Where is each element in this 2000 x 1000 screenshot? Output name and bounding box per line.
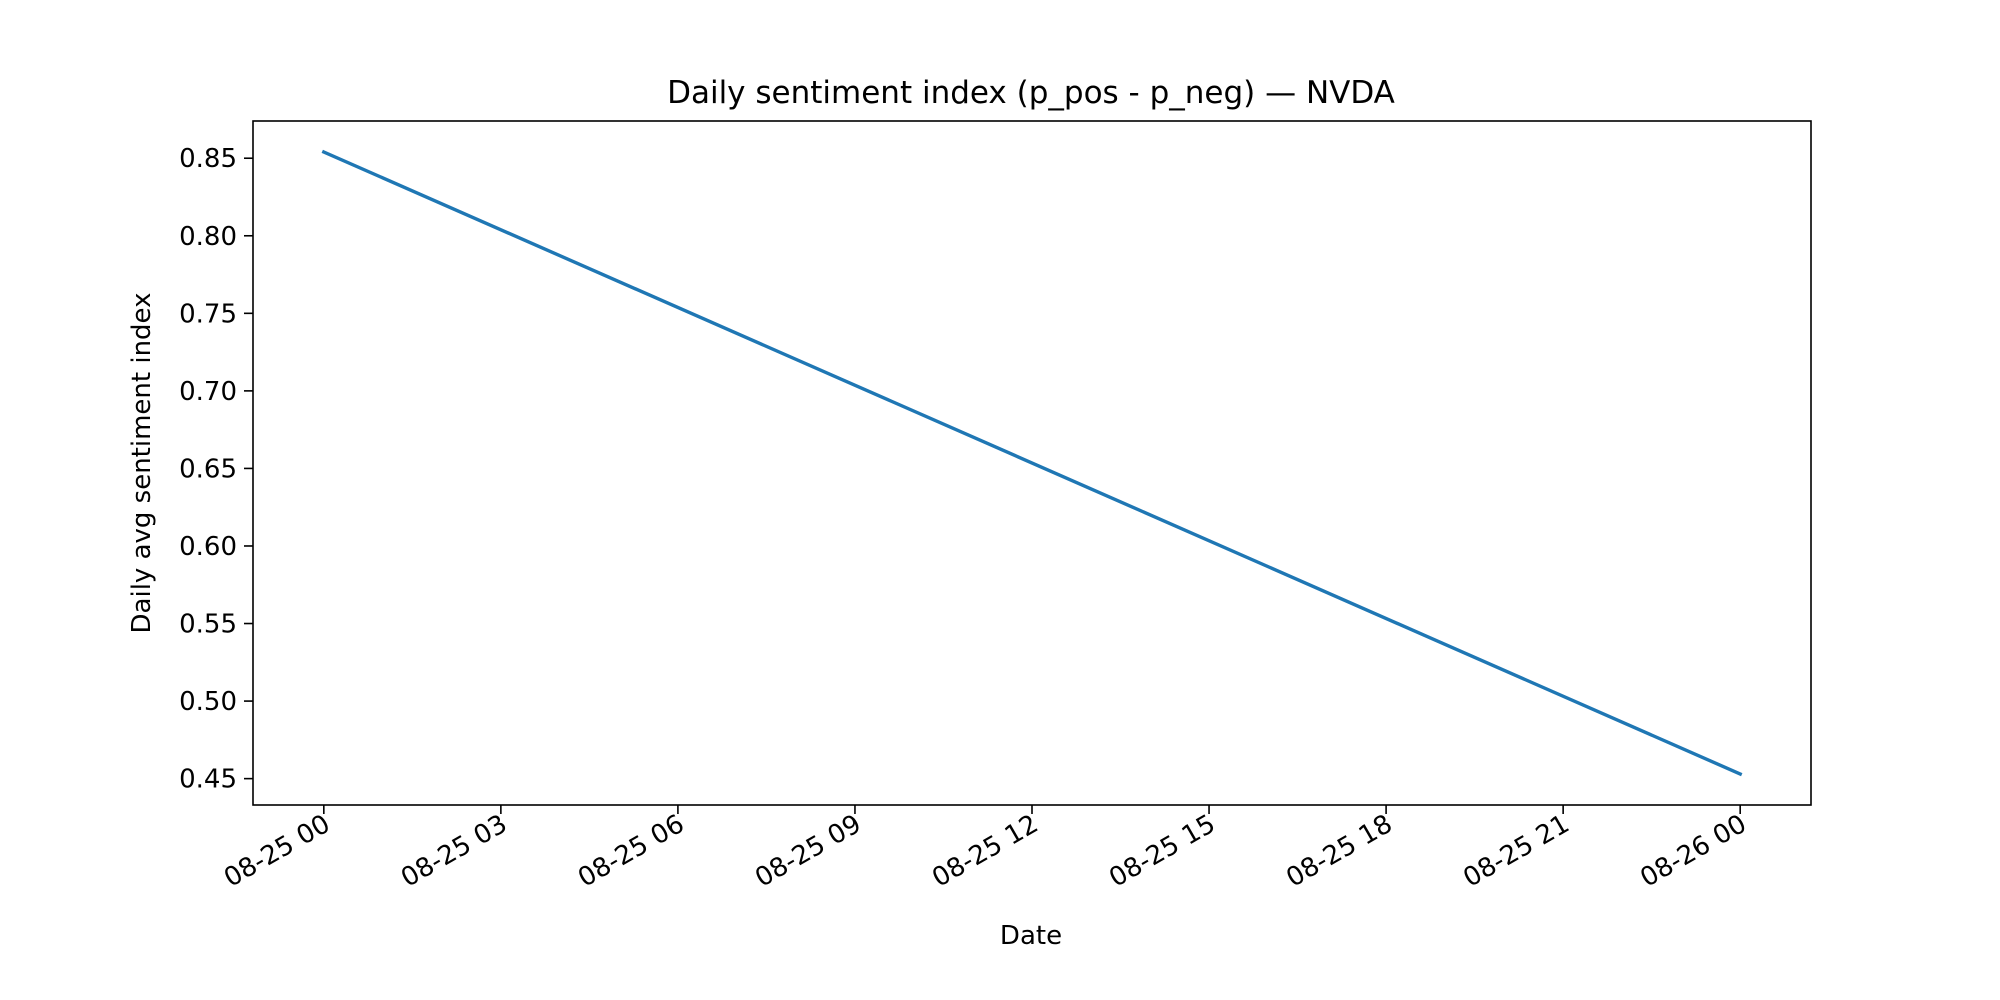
x-tick-label: 08-25 03 [396,809,512,893]
series-line-0 [321,149,1743,777]
x-tick-label: 08-26 00 [1635,809,1751,893]
x-tick-label: 08-25 15 [1104,809,1220,893]
y-tick-label: 0.70 [179,377,237,407]
y-tick-label: 0.50 [179,687,237,717]
x-axis-label: Date [1000,921,1062,951]
x-tick-label: 08-25 00 [219,809,335,893]
chart-title: Daily sentiment index (p_pos - p_neg) — … [667,75,1395,111]
y-axis-label: Daily avg sentiment index [127,293,157,634]
x-axis: 08-25 00 08-25 03 08-25 06 08-25 09 08-25 12… [219,805,1752,894]
x-tick-label: 08-25 12 [927,809,1043,893]
y-tick-label: 0.60 [179,532,237,562]
y-tick-label: 0.45 [179,765,237,795]
y-tick-label: 0.85 [179,144,237,174]
x-tick-label: 08-25 06 [573,809,689,893]
y-tick-label: 0.80 [179,222,237,252]
x-tick-label: 08-25 18 [1281,809,1397,893]
y-axis: 0.45 0.50 0.55 0.60 0.65 0.70 0.75 0.80 0.85 [179,144,253,795]
x-tick-label: 08-25 09 [750,809,866,893]
y-tick-label: 0.55 [179,610,237,640]
y-tick-label: 0.65 [179,454,237,484]
plot-area [321,149,1743,777]
y-tick-label: 0.75 [179,299,237,329]
x-tick-label: 08-25 21 [1458,809,1574,893]
